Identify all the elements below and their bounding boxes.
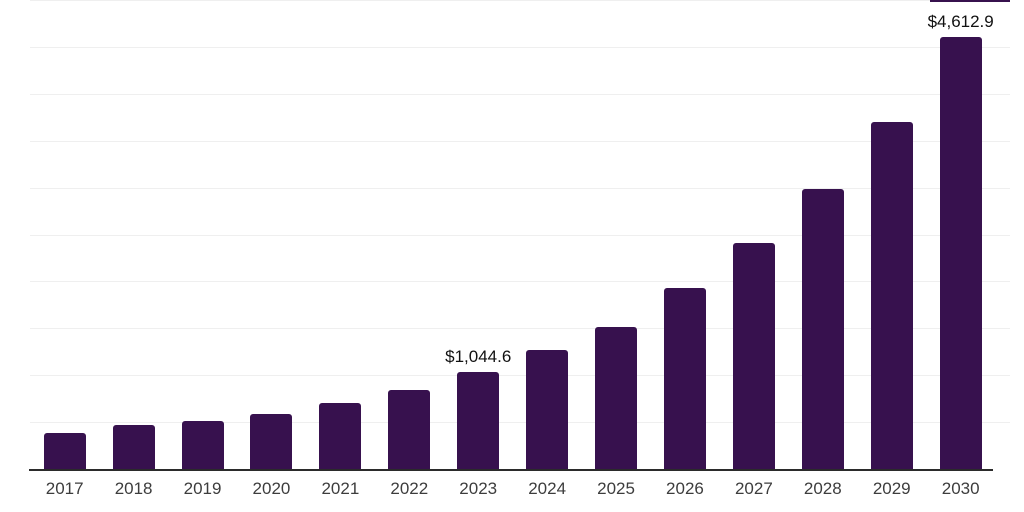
x-tick-label-2019: 2019 [183, 479, 222, 498]
x-tick-label-2021: 2021 [321, 479, 360, 498]
x-axis-labels: 2017 2018 2019 2020 2021 2022 2023 2024 2025 2026… [30, 479, 1010, 505]
bar-2027[interactable] [732, 243, 775, 470]
gridline-4500 [30, 46, 1010, 48]
x-tick-label-2028: 2028 [803, 479, 842, 498]
gridline-2500 [30, 234, 1010, 236]
gridline-1500 [30, 328, 1010, 330]
bar-2023[interactable] [457, 372, 500, 470]
x-tick-label-2029: 2029 [872, 479, 911, 498]
x-tick-label-2030: 2030 [941, 479, 980, 498]
value-label-2030: $4,612.9 [927, 12, 994, 32]
bar-2021[interactable] [319, 403, 362, 470]
bar-2019[interactable] [181, 421, 224, 470]
x-tick-label-2018: 2018 [114, 479, 153, 498]
gridline-1000 [30, 375, 1010, 377]
bar-2029[interactable] [870, 122, 913, 470]
gridline-4000 [30, 93, 1010, 95]
x-tick-label-2022: 2022 [390, 479, 429, 498]
bar-2017[interactable] [43, 433, 86, 470]
bar-2024[interactable] [526, 349, 569, 470]
top-right-accent-line [930, 0, 1010, 2]
x-tick-label-2017: 2017 [45, 479, 84, 498]
x-tick-label-2020: 2020 [252, 479, 291, 498]
x-tick-label-2027: 2027 [734, 479, 773, 498]
gridline-5000 [30, 0, 1010, 1]
value-label-2023: $1,044.6 [445, 347, 512, 367]
gridline-500 [30, 422, 1010, 424]
bar-2022[interactable] [388, 389, 431, 470]
x-tick-label-2024: 2024 [528, 479, 567, 498]
bar-2018[interactable] [112, 424, 155, 470]
plot-area: $1,044.6 $4,612.9 [29, 0, 1010, 471]
x-tick-label-2026: 2026 [666, 479, 704, 498]
gridline-2000 [30, 281, 1010, 283]
bar-2030[interactable] [939, 37, 982, 470]
bar-2020[interactable] [250, 413, 293, 470]
bar-2028[interactable] [801, 188, 844, 470]
gridline-3500 [30, 140, 1010, 142]
x-axis-line [29, 469, 993, 471]
bar-2025[interactable] [595, 326, 638, 470]
x-tick-label-2023: 2023 [459, 479, 498, 498]
bar-2026[interactable] [663, 288, 706, 470]
x-tick-label-2025: 2025 [597, 479, 635, 498]
gridline-3000 [30, 187, 1010, 189]
